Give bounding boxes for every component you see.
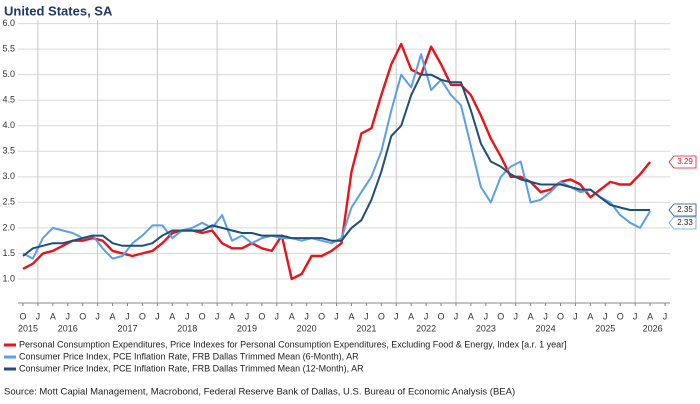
y-tick-label: 5.5 bbox=[2, 43, 15, 53]
year-label: 2024 bbox=[536, 323, 556, 333]
x-tick-label: A bbox=[528, 311, 534, 321]
x-tick-label: A bbox=[229, 311, 235, 321]
x-tick-label: J bbox=[334, 311, 339, 321]
source-note: Source: Mott Capial Management, Macrobon… bbox=[4, 387, 515, 398]
x-tick-label: J bbox=[364, 311, 369, 321]
year-label: 2018 bbox=[177, 323, 197, 333]
y-tick-label: 4.0 bbox=[2, 120, 15, 130]
end-label: 2.35 bbox=[677, 205, 693, 214]
x-tick-label: O bbox=[19, 311, 26, 321]
x-tick-label: O bbox=[318, 311, 325, 321]
series-line bbox=[22, 42, 652, 281]
x-tick-label: J bbox=[513, 311, 518, 321]
y-tick-label: 6.0 bbox=[2, 18, 15, 28]
x-tick-label: O bbox=[378, 311, 385, 321]
x-tick-label: J bbox=[304, 311, 309, 321]
x-tick-label: A bbox=[50, 311, 56, 321]
year-label: 2023 bbox=[476, 323, 496, 333]
x-tick-label: J bbox=[603, 311, 608, 321]
year-label: 2015 bbox=[18, 323, 38, 333]
x-tick-label: J bbox=[215, 311, 220, 321]
x-tick-label: J bbox=[663, 311, 668, 321]
x-tick-label: A bbox=[169, 311, 175, 321]
x-tick-label: O bbox=[258, 311, 265, 321]
chart-title: United States, SA bbox=[4, 3, 113, 18]
x-tick-label: J bbox=[185, 311, 190, 321]
x-tick-label: A bbox=[468, 311, 474, 321]
x-tick-label: J bbox=[245, 311, 250, 321]
y-tick-label: 3.0 bbox=[2, 171, 15, 181]
x-tick-label: O bbox=[438, 311, 445, 321]
end-label: 2.33 bbox=[677, 218, 693, 227]
x-tick-label: J bbox=[454, 311, 459, 321]
x-tick-label: J bbox=[36, 311, 41, 321]
end-label-box bbox=[668, 155, 697, 169]
year-label: 2016 bbox=[58, 323, 78, 333]
x-tick-label: A bbox=[289, 311, 295, 321]
x-tick-label: J bbox=[66, 311, 71, 321]
year-label: 2025 bbox=[595, 323, 615, 333]
x-tick-label: O bbox=[79, 311, 86, 321]
series-line bbox=[22, 73, 651, 257]
legend-label: Consumer Price Index, PCE Inflation Rate… bbox=[19, 351, 359, 361]
x-tick-label: A bbox=[587, 311, 593, 321]
y-tick-label: 1.0 bbox=[2, 273, 15, 283]
legend-label: Consumer Price Index, PCE Inflation Rate… bbox=[19, 363, 364, 373]
x-tick-label: A bbox=[408, 311, 414, 321]
x-tick-label: J bbox=[95, 311, 100, 321]
x-tick-label: J bbox=[424, 311, 429, 321]
x-tick-label: J bbox=[125, 311, 130, 321]
y-tick-label: 2.0 bbox=[2, 222, 15, 232]
x-tick-label: O bbox=[199, 311, 206, 321]
year-label: 2026 bbox=[643, 323, 663, 333]
legend-label: Personal Consumption Expenditures, Price… bbox=[19, 339, 567, 349]
end-label-box bbox=[668, 203, 697, 217]
x-tick-label: J bbox=[275, 311, 280, 321]
x-tick-label: O bbox=[617, 311, 624, 321]
x-tick-label: O bbox=[139, 311, 146, 321]
end-label: 3.29 bbox=[677, 157, 693, 166]
x-tick-label: O bbox=[557, 311, 564, 321]
x-tick-label: A bbox=[110, 311, 116, 321]
year-label: 2017 bbox=[117, 323, 137, 333]
year-label: 2019 bbox=[237, 323, 257, 333]
x-tick-label: A bbox=[348, 311, 354, 321]
x-tick-label: J bbox=[633, 311, 638, 321]
x-tick-label: O bbox=[497, 311, 504, 321]
y-tick-label: 4.5 bbox=[2, 95, 15, 105]
x-tick-label: J bbox=[484, 311, 489, 321]
y-tick-label: 3.5 bbox=[2, 146, 15, 156]
x-tick-label: A bbox=[647, 311, 653, 321]
x-tick-label: J bbox=[394, 311, 399, 321]
y-tick-label: 2.5 bbox=[2, 197, 15, 207]
y-tick-label: 5.0 bbox=[2, 69, 15, 79]
year-label: 2020 bbox=[297, 323, 317, 333]
x-tick-label: J bbox=[155, 311, 160, 321]
year-label: 2022 bbox=[416, 323, 436, 333]
x-tick-label: J bbox=[573, 311, 578, 321]
x-tick-label: J bbox=[543, 311, 548, 321]
year-label: 2021 bbox=[356, 323, 376, 333]
y-tick-label: 1.5 bbox=[2, 248, 15, 258]
end-label-box bbox=[668, 216, 697, 230]
